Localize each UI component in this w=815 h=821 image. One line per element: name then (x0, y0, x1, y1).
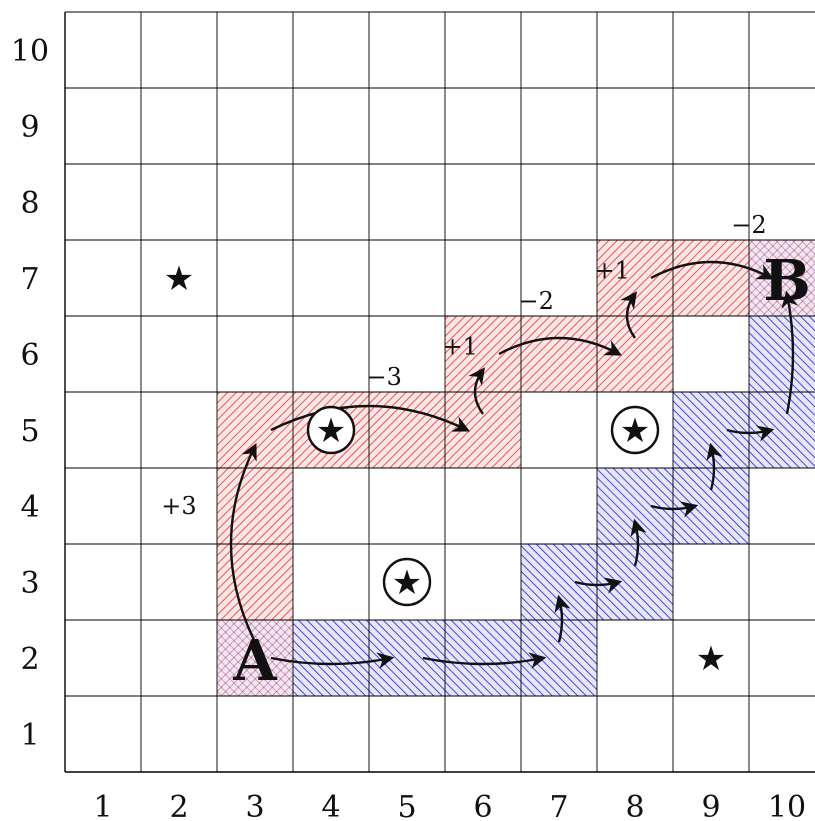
red-path-cell (217, 468, 293, 544)
red-move-arrow (498, 336, 622, 356)
blue-move-arrow (270, 652, 395, 669)
star-circle (306, 405, 356, 455)
y-tick-label: 9 (20, 110, 39, 145)
endpoint-labels: AB (232, 248, 810, 694)
y-tick-label: 2 (20, 642, 39, 677)
step-label: −3 (367, 363, 402, 391)
circled-star-icon: ★ (382, 557, 432, 607)
red-path-cell (217, 392, 293, 468)
blue-path-cell (673, 468, 749, 544)
circled-star-icon: ★ (306, 405, 356, 455)
red-path-cell (445, 392, 521, 468)
blue-move-arrow (422, 652, 547, 669)
step-label: +1 (443, 332, 478, 360)
blue-move-arrow (554, 594, 571, 643)
y-tick-label: 10 (11, 34, 49, 69)
blue-path-cell (597, 468, 673, 544)
x-tick-label: 3 (245, 790, 264, 821)
blue-move-arrow (630, 518, 647, 567)
star-glyph: ★ (696, 639, 726, 679)
y-tick-label: 6 (20, 338, 39, 373)
y-tick-label: 4 (20, 490, 39, 525)
red-move-arrow (650, 260, 774, 280)
star-icon: ★ (164, 259, 194, 299)
grid-lines (64, 11, 815, 773)
red-path-cell (673, 240, 749, 316)
step-label: +1 (595, 256, 630, 284)
star-glyph: ★ (392, 563, 422, 603)
endpoint-a-label: A (232, 628, 278, 694)
blue-path-cell (369, 620, 445, 696)
y-tick-label: 5 (20, 414, 39, 449)
x-tick-label: 1 (93, 790, 112, 821)
red-path-cell (217, 544, 293, 620)
red-move-arrow (620, 291, 637, 339)
step-label: +3 (161, 492, 196, 520)
red-move-arrow (468, 367, 485, 415)
red-path-cell (597, 316, 673, 392)
x-tick-label: 6 (473, 790, 492, 821)
x-tick-label: 4 (321, 790, 340, 821)
red-path-cell (521, 316, 597, 392)
red-path-cell (369, 392, 445, 468)
x-axis-tick-labels: 1 2 3 4 5 6 7 8 9 10 (93, 790, 806, 821)
star-icon: ★ (696, 639, 726, 679)
y-axis-tick-labels: 1 2 3 4 5 6 7 8 9 10 (11, 34, 49, 753)
red-move-arrow (270, 404, 471, 432)
blue-move-arrow (706, 442, 723, 491)
blue-move-arrow (574, 577, 623, 594)
y-tick-label: 7 (20, 262, 39, 297)
red-move-arrow (229, 442, 257, 643)
x-tick-label: 8 (625, 790, 644, 821)
blue-move-arrow (781, 290, 798, 415)
blue-path-cell (597, 544, 673, 620)
blue-path-cell (673, 392, 749, 468)
step-label: −2 (731, 211, 766, 239)
blue-path-cell (749, 392, 815, 468)
blue-path-cell (749, 316, 815, 392)
circled-star-icon: ★ (610, 405, 660, 455)
x-tick-label: 10 (768, 790, 806, 821)
star-glyph: ★ (620, 411, 650, 451)
red-step-labels: +3 −3 +1 −2 +1 −2 (161, 211, 766, 520)
blue-move-arrow (726, 425, 775, 442)
red-path-cell (217, 620, 293, 696)
x-tick-label: 5 (397, 790, 416, 821)
blue-path-arrows (270, 290, 798, 669)
x-tick-label: 2 (169, 790, 188, 821)
y-tick-label: 3 (20, 566, 39, 601)
blue-path-cell (521, 544, 597, 620)
y-tick-label: 8 (20, 186, 39, 221)
endpoint-b-label: B (763, 248, 810, 314)
star-circle (610, 405, 660, 455)
star-glyph: ★ (164, 259, 194, 299)
x-tick-label: 7 (549, 790, 568, 821)
blue-path-cell (521, 620, 597, 696)
y-tick-label: 1 (20, 718, 39, 753)
blue-path-cell (293, 620, 369, 696)
star-circle (382, 557, 432, 607)
red-path-arrows (229, 260, 774, 643)
star-glyph: ★ (316, 411, 346, 451)
blue-path-cell (445, 620, 521, 696)
star-markers: ★ ★ ★ ★ ★ (164, 259, 726, 679)
blue-move-arrow (650, 501, 699, 518)
step-label: −2 (519, 287, 554, 315)
x-tick-label: 9 (701, 790, 720, 821)
